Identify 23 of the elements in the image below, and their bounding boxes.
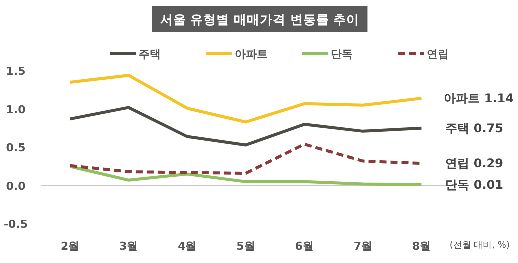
- annotation: 단독 0.01: [446, 178, 504, 192]
- legend-label: 아파트: [235, 48, 268, 61]
- y-tick-label: 0.5: [6, 142, 26, 154]
- x-tick-label: 5월: [236, 240, 256, 253]
- legend-label: 연립: [427, 48, 449, 61]
- x-tick-label: 3월: [120, 240, 138, 253]
- x-tick-label: 2월: [60, 240, 80, 253]
- chart-title: 서울 유형별 매매가격 변동률 추이: [160, 12, 360, 27]
- y-tick-label: 0.0: [6, 180, 26, 193]
- y-tick-label: 1.5: [6, 65, 26, 78]
- x-tick-label: 7월: [354, 240, 372, 253]
- title: 서울 유형별 매매가격 변동률 추이: [152, 6, 368, 32]
- y-tick-label: -0.5: [4, 218, 28, 231]
- y-tick-label: 1.0: [6, 103, 26, 116]
- annotation: 주택 0.75: [446, 121, 504, 136]
- annotation: 연립 0.29: [446, 156, 504, 171]
- x-tick-label: 4월: [178, 240, 197, 253]
- x-tick-label: 8월: [412, 240, 432, 253]
- legend-label: 주택: [139, 48, 161, 61]
- x-tick-label: 6월: [295, 240, 314, 253]
- text: (전월 대비, %): [450, 241, 510, 251]
- legend-label: 단독: [331, 48, 353, 61]
- annotation: 아파트 1.14: [444, 92, 514, 106]
